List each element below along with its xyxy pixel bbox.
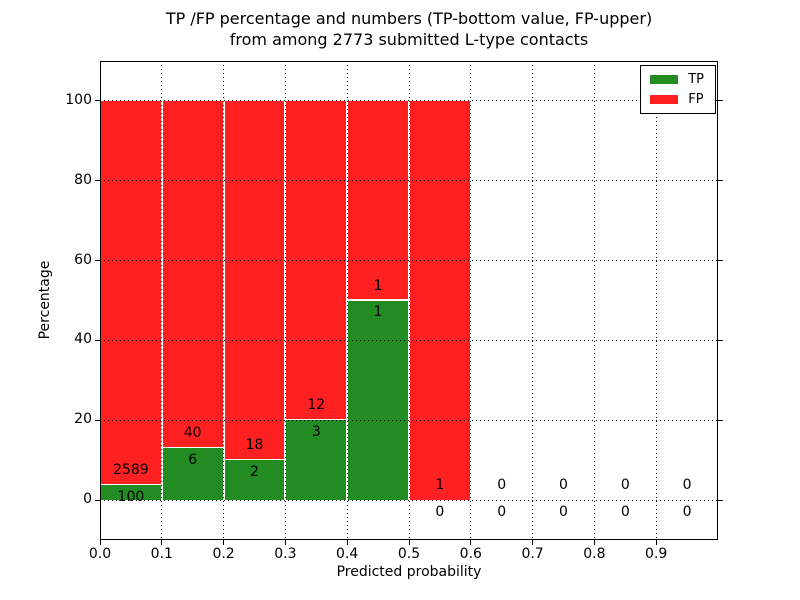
- tp-count-label: 100: [117, 488, 145, 505]
- y-tick-right: [718, 499, 723, 501]
- x-gridline: [532, 61, 534, 540]
- legend-item-fp: FP: [650, 93, 704, 106]
- x-tick: [655, 540, 657, 545]
- tp-count-label: 0: [682, 503, 692, 520]
- fp-bar: [348, 100, 408, 300]
- tp-legend-label: TP: [688, 72, 704, 87]
- fp-bar: [410, 100, 470, 501]
- x-tick-label: 0.5: [397, 546, 421, 562]
- x-tick-label: 0.1: [150, 546, 173, 562]
- chart-title-line1: TP /FP percentage and numbers (TP-bottom…: [165, 9, 653, 28]
- fp-bar: [224, 100, 285, 460]
- y-tick-left: [95, 100, 100, 102]
- x-tick: [161, 540, 163, 545]
- legend: TP FP: [640, 65, 716, 114]
- fp-count-label: 0: [682, 477, 692, 494]
- y-axis-label: Percentage: [37, 260, 53, 340]
- y-tick-label: 40: [74, 331, 92, 348]
- y-tick-left: [95, 180, 100, 182]
- x-tick-label: 0.2: [212, 546, 235, 562]
- legend-item-tp: TP: [650, 73, 704, 86]
- tp-bar: [224, 460, 285, 501]
- tp-count-label: 3: [311, 423, 321, 440]
- tp-count-label: 2: [250, 463, 259, 480]
- y-tick-right: [718, 419, 723, 421]
- y-tick-label: 0: [83, 491, 92, 508]
- chart-title-line2: from among 2773 submitted L-type contact…: [229, 30, 589, 49]
- x-gridline: [346, 61, 348, 540]
- x-axis-label: Predicted probability: [336, 564, 482, 580]
- fp-count-label: 0: [559, 477, 568, 494]
- x-gridline: [161, 61, 163, 540]
- x-tick: [99, 540, 101, 545]
- fp-legend-label: FP: [688, 92, 704, 107]
- tp-bar: [348, 300, 408, 501]
- x-gridline: [284, 61, 286, 540]
- y-tick-left: [95, 339, 100, 341]
- fp-count-label: 1: [373, 277, 383, 294]
- fp-count-label: 0: [620, 477, 630, 494]
- tp-count-label: 1: [373, 304, 383, 320]
- y-tick-label: 80: [74, 171, 92, 188]
- y-tick-left: [95, 499, 100, 501]
- x-tick-label: 0.4: [336, 546, 359, 562]
- fp-legend-swatch: [650, 95, 679, 104]
- fp-count-label: 18: [245, 437, 264, 454]
- x-gridline: [593, 61, 595, 540]
- y-tick-right: [718, 339, 723, 341]
- x-tick-label: 0.6: [459, 546, 482, 562]
- fp-count-label: 40: [183, 425, 202, 442]
- tp-count-label: 0: [559, 503, 568, 520]
- fp-count-label: 0: [497, 477, 507, 494]
- x-tick: [593, 540, 595, 545]
- x-tick-label: 0.7: [521, 546, 544, 562]
- y-tick-label: 60: [74, 251, 92, 268]
- x-tick: [223, 540, 225, 545]
- tp-bar: [162, 448, 223, 501]
- x-tick-label: 0.8: [583, 546, 606, 562]
- x-tick-label: 0.0: [88, 546, 112, 562]
- x-tick-label: 0.3: [274, 546, 297, 562]
- tp-count-label: 0: [620, 503, 630, 520]
- x-tick: [284, 540, 286, 545]
- x-tick-label: 0.9: [645, 546, 668, 562]
- y-tick-left: [95, 260, 100, 262]
- y-tick-label: 20: [74, 411, 92, 428]
- x-tick: [470, 540, 472, 545]
- x-gridline: [655, 61, 657, 540]
- x-gridline: [408, 61, 410, 540]
- y-tick-right: [718, 180, 723, 182]
- tp-bar: [101, 485, 161, 501]
- fp-count-label: 1: [435, 477, 445, 494]
- fp-bar: [162, 100, 223, 448]
- x-tick: [346, 540, 348, 545]
- y-tick-right: [718, 100, 723, 102]
- plot-area: TP FP 0 20 40 60 80 100 0.0 0.1 0.2 0.3 0.4 0.5 0.6 0…: [65, 61, 723, 562]
- y-tick-right: [718, 260, 723, 262]
- tp-count-label: 0: [497, 503, 507, 520]
- tp-count-label: 0: [435, 503, 445, 520]
- fp-count-label: 12: [307, 397, 326, 414]
- fp-bar: [286, 100, 347, 420]
- x-tick: [532, 540, 534, 545]
- y-tick-label: 100: [65, 91, 92, 108]
- chart-title: TP /FP percentage and numbers (TP-bottom…: [100, 8, 718, 50]
- x-gridline: [470, 61, 472, 540]
- tp-count-label: 6: [188, 451, 198, 468]
- y-tick-left: [95, 419, 100, 421]
- fp-bar: [101, 100, 161, 485]
- tp-bar: [286, 420, 347, 501]
- tp-legend-swatch: [650, 75, 679, 84]
- x-tick: [408, 540, 410, 545]
- x-gridline: [223, 61, 225, 540]
- fp-count-label: 2589: [113, 462, 149, 479]
